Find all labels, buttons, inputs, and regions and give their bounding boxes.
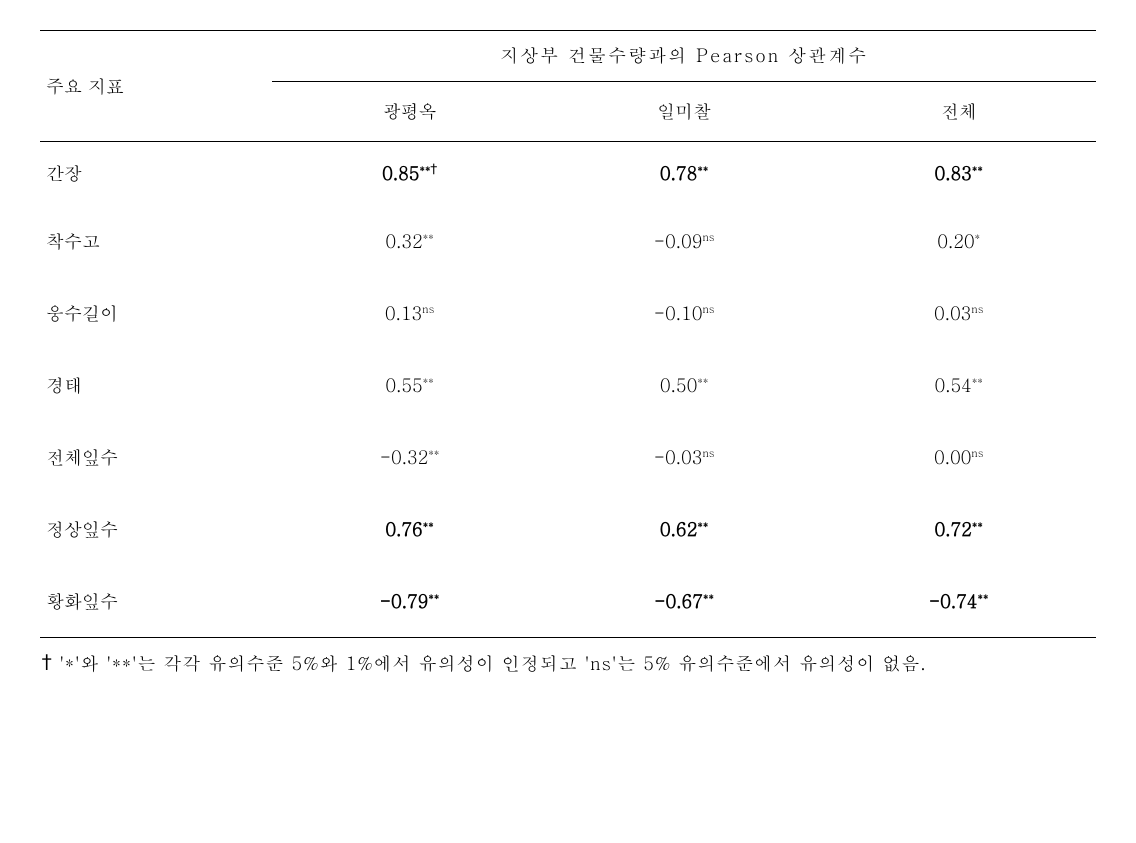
significance-marker: ns <box>702 446 714 461</box>
value-cell: 0.78** <box>547 142 822 206</box>
value-text: -0.09ns <box>654 229 715 254</box>
value-text: 0.13ns <box>385 301 434 326</box>
value-text: -0.10ns <box>654 301 715 326</box>
significance-marker: ** <box>972 162 983 177</box>
value-cell: 0.20* <box>821 206 1096 278</box>
correlation-table: 주요 지표 지상부 건물수량과의 Pearson 상관계수 광평옥 일미찰 전체… <box>40 30 1096 638</box>
significance-marker: ns <box>702 230 714 245</box>
value-cell: 0.54** <box>821 350 1096 422</box>
significance-marker: ** <box>697 518 708 533</box>
value-text: 0.32** <box>385 229 433 254</box>
col-header-2: 전체 <box>821 82 1096 142</box>
value-text: 0.83** <box>934 161 982 186</box>
significance-marker: ** <box>423 374 434 389</box>
value-text: 0.00ns <box>934 445 983 470</box>
value-cell: 0.13ns <box>272 278 547 350</box>
value-text: -0.74** <box>929 589 989 614</box>
value-cell: 0.85**† <box>272 142 547 206</box>
footnote: † '*'와 '**'는 각각 유의수준 5%와 1%에서 유의성이 인정되고 … <box>40 646 1096 682</box>
value-cell: -0.67** <box>547 566 822 638</box>
significance-marker: ** <box>972 374 983 389</box>
value-text: 0.76** <box>385 517 433 542</box>
value-cell: 0.76** <box>272 494 547 566</box>
significance-marker: ns <box>422 302 434 317</box>
footnote-dagger: † <box>42 650 53 673</box>
significance-marker: ns <box>971 446 983 461</box>
significance-marker: ** <box>697 162 708 177</box>
row-label-text: 정상잎수 <box>46 517 118 542</box>
row-label-cell: 경태 <box>40 350 272 422</box>
table-row: 전체잎수 -0.32** -0.03ns 0.00ns <box>40 422 1096 494</box>
value-cell: -0.74** <box>821 566 1096 638</box>
row-label-cell: 간장 <box>40 142 272 206</box>
value-text: -0.67** <box>654 589 714 614</box>
table-row: 간장 0.85**† 0.78** 0.83** <box>40 142 1096 206</box>
value-cell: 0.50** <box>547 350 822 422</box>
value-text: -0.79** <box>380 589 440 614</box>
significance-marker: ** <box>428 590 439 605</box>
value-text: 0.54** <box>934 373 982 398</box>
value-text: -0.32** <box>380 445 440 470</box>
significance-marker: ** <box>423 518 434 533</box>
value-text: 0.55** <box>385 373 433 398</box>
significance-marker: ns <box>702 302 714 317</box>
value-cell: -0.32** <box>272 422 547 494</box>
footnote-text: '*'와 '**'는 각각 유의수준 5%와 1%에서 유의성이 인정되고 'n… <box>60 651 927 676</box>
table-row: 웅수길이 0.13ns -0.10ns 0.03ns <box>40 278 1096 350</box>
value-text: 0.62** <box>660 517 708 542</box>
row-label-text: 간장 <box>46 161 82 186</box>
value-cell: -0.79** <box>272 566 547 638</box>
value-text: -0.03ns <box>654 445 715 470</box>
table-row: 황화잎수 -0.79** -0.67** -0.74** <box>40 566 1096 638</box>
row-label-cell: 웅수길이 <box>40 278 272 350</box>
table-row: 정상잎수 0.76** 0.62** 0.72** <box>40 494 1096 566</box>
value-cell: -0.03ns <box>547 422 822 494</box>
row-label-cell: 황화잎수 <box>40 566 272 638</box>
significance-marker: **† <box>420 162 438 177</box>
header-row-1: 주요 지표 지상부 건물수량과의 Pearson 상관계수 <box>40 31 1096 81</box>
value-text: 0.72** <box>934 517 982 542</box>
significance-marker: ** <box>697 374 708 389</box>
value-cell: -0.09ns <box>547 206 822 278</box>
row-label-cell: 정상잎수 <box>40 494 272 566</box>
value-cell: 0.32** <box>272 206 547 278</box>
value-cell: 0.00ns <box>821 422 1096 494</box>
row-header-label-text: 주요 지표 <box>46 74 124 99</box>
value-text: 0.50** <box>660 373 708 398</box>
value-cell: 0.62** <box>547 494 822 566</box>
table-row: 경태 0.55** 0.50** 0.54** <box>40 350 1096 422</box>
row-label-text: 웅수길이 <box>46 301 118 326</box>
significance-marker: ** <box>972 518 983 533</box>
significance-marker: ** <box>703 590 714 605</box>
value-cell: 0.03ns <box>821 278 1096 350</box>
table-row: 착수고 0.32** -0.09ns 0.20* <box>40 206 1096 278</box>
row-label-cell: 착수고 <box>40 206 272 278</box>
super-header-cell: 지상부 건물수량과의 Pearson 상관계수 <box>272 31 1096 81</box>
value-cell: 0.72** <box>821 494 1096 566</box>
value-text: 0.03ns <box>934 301 983 326</box>
value-cell: 0.83** <box>821 142 1096 206</box>
significance-marker: * <box>975 230 981 245</box>
significance-marker: ** <box>423 230 434 245</box>
row-label-text: 경태 <box>46 373 82 398</box>
significance-marker: ** <box>978 590 989 605</box>
value-cell: -0.10ns <box>547 278 822 350</box>
value-text: 0.85**† <box>382 161 437 186</box>
value-text: 0.20* <box>937 229 980 254</box>
row-header-label: 주요 지표 <box>40 31 272 142</box>
table-body: 간장 0.85**† 0.78** 0.83** 착수고 0.32** -0.09ns 0.2… <box>40 142 1096 638</box>
value-text: 0.78** <box>660 161 708 186</box>
row-label-text: 황화잎수 <box>46 589 118 614</box>
significance-marker: ** <box>428 446 439 461</box>
significance-marker: ns <box>971 302 983 317</box>
row-label-cell: 전체잎수 <box>40 422 272 494</box>
col-header-0: 광평옥 <box>272 82 547 142</box>
value-cell: 0.55** <box>272 350 547 422</box>
col-header-1: 일미찰 <box>547 82 822 142</box>
row-label-text: 전체잎수 <box>46 445 118 470</box>
super-header-text: 지상부 건물수량과의 Pearson 상관계수 <box>500 43 868 68</box>
row-label-text: 착수고 <box>46 229 100 254</box>
